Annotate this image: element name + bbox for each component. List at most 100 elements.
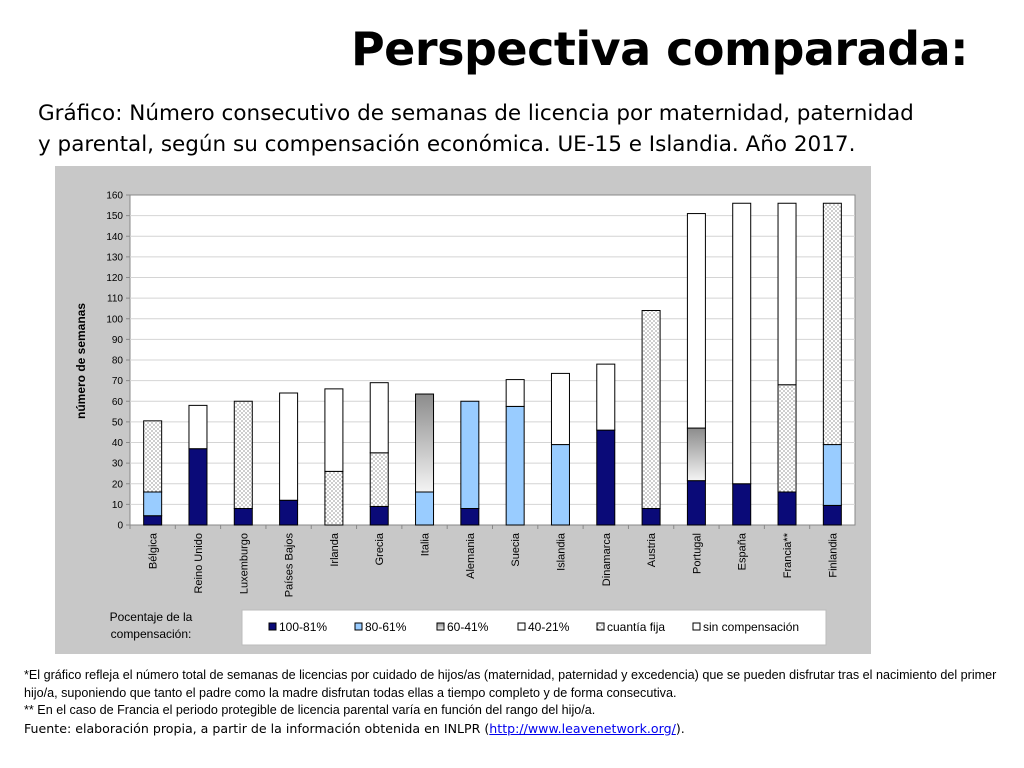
legend-label: 100-81%: [279, 620, 327, 634]
y-tick-label: 90: [112, 335, 124, 346]
chart-subtitle: Gráfico: Número consecutivo de semanas d…: [38, 98, 998, 160]
source-note: Fuente: elaboración propia, a partir de …: [24, 720, 1004, 738]
y-tick-label: 80: [112, 356, 124, 367]
y-axis-ticks: 0 10 20 30 40 50 60 70 80 90 100 110 120 130 140 150 160: [106, 191, 130, 532]
bar-segment: [822, 444, 842, 506]
bar-segment: [279, 392, 299, 501]
bar-segment: [596, 429, 616, 526]
y-tick-label: 40: [112, 438, 124, 449]
bar-segment: [143, 420, 163, 493]
legend-label: cuantía fija: [607, 620, 665, 634]
chart-area: 0 10 20 30 40 50 60 70 80 90 100 110 120 130 140 150 160…: [55, 166, 871, 654]
x-category-label: Dinamarca: [601, 532, 613, 586]
x-category-label: Francia**: [782, 532, 794, 578]
bar-segment: [143, 491, 163, 517]
bar-segment: [686, 427, 706, 482]
source-suffix: ).: [675, 720, 685, 736]
page-title: Perspectiva comparada:: [350, 22, 969, 76]
y-tick-label: 50: [112, 417, 124, 428]
x-category-label: Luxemburgo: [238, 533, 250, 594]
y-tick-label: 140: [106, 232, 123, 243]
bar-segment: [324, 470, 344, 526]
bar-segment: [233, 400, 253, 509]
legend: 100-81% 80-61% 60-41% 40-21% cuantía fija sin…: [268, 620, 799, 634]
y-tick-label: 0: [117, 521, 123, 532]
bar-segment: [822, 504, 842, 526]
y-tick-label: 150: [106, 211, 123, 222]
bar-segment: [822, 202, 842, 446]
bar-segment: [369, 382, 389, 454]
bar-segment: [686, 213, 706, 429]
y-axis-label: número de semanas: [74, 303, 88, 419]
x-category-label: Austria: [646, 532, 658, 567]
bar-segment: [550, 444, 570, 526]
stacked-bar-chart: 0 10 20 30 40 50 60 70 80 90 100 110 120 130 140 150 160…: [74, 191, 856, 646]
bars: [143, 202, 842, 526]
x-category-label: Portugal: [691, 533, 703, 574]
bar-segment: [732, 483, 752, 526]
footnote-2: ** En el caso de Francia el periodo prot…: [24, 703, 596, 717]
bar-segment: [324, 388, 344, 472]
y-tick-label: 70: [112, 376, 124, 387]
bar-segment: [732, 202, 752, 485]
legend-title-line-1: Pocentaje de la: [110, 610, 193, 624]
x-category-label: Islandia: [555, 532, 567, 571]
bar-segment: [550, 372, 570, 446]
legend-label: 40-21%: [528, 620, 570, 634]
y-tick-label: 160: [106, 191, 123, 202]
bar-segment: [777, 202, 797, 386]
source-link[interactable]: http://www.leavenetwork.org/: [489, 720, 676, 736]
legend-label: 60-41%: [447, 620, 489, 634]
y-tick-label: 10: [112, 500, 124, 511]
y-tick-label: 130: [106, 252, 123, 263]
x-category-label: Países Bajos: [284, 533, 296, 598]
bar-segment: [460, 400, 480, 509]
bar-segment: [369, 452, 389, 507]
bar-segment: [415, 491, 435, 526]
x-category-label: Italia: [420, 532, 432, 556]
legend-swatch: [517, 622, 526, 631]
x-category-label: Alemania: [465, 532, 477, 579]
x-category-label: España: [737, 532, 749, 570]
legend-swatch: [692, 622, 701, 631]
bar-segment: [188, 404, 208, 450]
y-tick-label: 20: [112, 479, 124, 490]
bar-segment: [777, 491, 797, 526]
x-category-label: Irlanda: [329, 532, 341, 567]
legend-swatch: [436, 622, 445, 631]
bar-segment: [460, 508, 480, 526]
x-category-label: Grecia: [374, 532, 386, 565]
bar-segment: [233, 508, 253, 526]
legend-swatch: [268, 622, 277, 631]
bar-segment: [143, 515, 163, 526]
bar-segment: [188, 448, 208, 526]
bar-segment: [686, 480, 706, 526]
subtitle-line-2: y parental, según su compensación económ…: [38, 132, 856, 157]
legend-box: [241, 609, 827, 646]
bar-segment: [596, 363, 616, 431]
footnotes: *El gráfico refleja el número total de s…: [24, 667, 1004, 737]
y-tick-label: 30: [112, 459, 124, 470]
footnote-1: *El gráfico refleja el número total de s…: [24, 668, 997, 700]
bar-segment: [641, 508, 661, 526]
y-tick-label: 120: [106, 273, 123, 284]
subtitle-line-1: Gráfico: Número consecutivo de semanas d…: [38, 101, 914, 126]
legend-swatch: [354, 622, 363, 631]
x-category-label: Finlandia: [827, 532, 839, 578]
legend-title-line-2: compensación:: [111, 627, 192, 641]
bar-segment: [505, 379, 525, 407]
bar-segment: [369, 505, 389, 526]
legend-swatch: [596, 622, 605, 631]
legend-label: sin compensación: [703, 620, 799, 634]
bar-segment: [505, 405, 525, 526]
y-tick-label: 60: [112, 397, 124, 408]
bar-segment: [279, 499, 299, 526]
x-category-label: Bélgica: [148, 532, 160, 569]
x-category-label: Suecia: [510, 532, 522, 567]
legend-label: 80-61%: [365, 620, 407, 634]
x-axis-categories: Bélgica Reino Unido Luxemburgo Países Bajos…: [129, 525, 839, 598]
bar-segment: [415, 393, 435, 493]
y-tick-label: 100: [106, 314, 123, 325]
bar-segment: [777, 384, 797, 493]
bar-segment: [641, 310, 661, 509]
